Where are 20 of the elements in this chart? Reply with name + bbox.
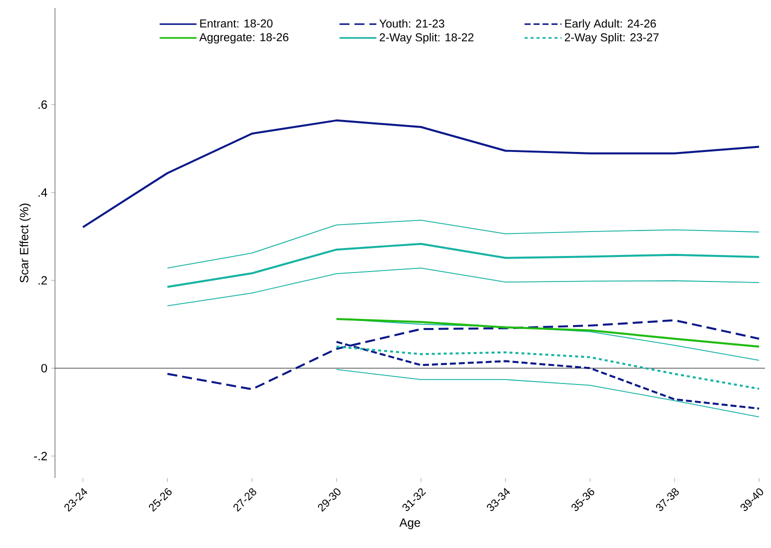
y-tick-label: 0	[41, 364, 48, 372]
y-axis-title: Scar Effect (%)	[20, 204, 31, 283]
line-series	[166, 220, 760, 268]
y-tick-label: .4	[38, 188, 48, 197]
legend-label: Entrant: 18-20	[200, 19, 273, 28]
line-series	[82, 119, 760, 228]
line-series	[335, 346, 760, 390]
line-series	[335, 318, 760, 348]
legend-label: Aggregate: 18-26	[199, 33, 288, 44]
line-series	[336, 369, 760, 418]
line-series	[166, 268, 760, 306]
legend-label: 2-Way Split: 23-27	[564, 33, 659, 44]
line-series	[166, 242, 760, 288]
y-tick-label: -.2	[34, 452, 47, 460]
x-axis-title: Age	[399, 518, 420, 530]
y-tick-label: .2	[38, 276, 47, 284]
y-tick-label: .6	[38, 100, 47, 109]
legend-label: 2-Way Split: 18-22	[380, 33, 474, 44]
legend-label: Early Adult: 24-26	[565, 19, 656, 30]
legend-label: Youth: 21-23	[379, 19, 444, 28]
